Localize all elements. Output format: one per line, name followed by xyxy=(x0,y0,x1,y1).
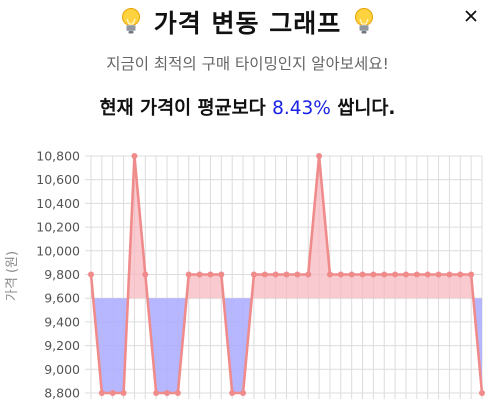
summary-suffix: 쌉니다. xyxy=(330,98,396,119)
data-point xyxy=(218,271,225,278)
data-point xyxy=(164,390,171,396)
data-point xyxy=(359,271,366,278)
below-average-fill xyxy=(167,298,178,393)
lightbulb-icon xyxy=(121,8,140,34)
data-point xyxy=(305,271,312,278)
close-icon xyxy=(465,10,477,22)
price-series xyxy=(88,153,485,396)
y-tick-label: 9,200 xyxy=(44,338,80,353)
y-tick-label: 9,000 xyxy=(44,362,80,377)
above-average-fill xyxy=(373,274,385,299)
above-average-fill xyxy=(427,274,439,299)
data-point xyxy=(272,271,279,278)
data-point xyxy=(370,271,377,278)
below-average-fill xyxy=(232,298,244,393)
y-tick-label: 10,000 xyxy=(36,243,80,258)
above-average-fill xyxy=(253,274,265,299)
above-average-fill xyxy=(275,274,287,299)
above-average-fill xyxy=(416,274,428,299)
data-point xyxy=(381,271,388,278)
data-point xyxy=(250,271,257,278)
above-average-fill xyxy=(199,274,211,299)
y-tick-label: 10,200 xyxy=(36,220,80,235)
data-point xyxy=(229,390,236,396)
data-point xyxy=(413,271,420,278)
data-point xyxy=(294,271,301,278)
data-point xyxy=(402,271,409,278)
y-tick-label: 10,800 xyxy=(36,149,80,164)
y-tick-label: 9,600 xyxy=(44,291,80,306)
y-tick-label: 9,800 xyxy=(44,267,80,282)
above-average-fill xyxy=(460,274,472,299)
data-point xyxy=(392,271,399,278)
below-average-fill xyxy=(101,298,113,393)
title-row: 가격 변동 그래프 xyxy=(120,4,375,40)
above-average-fill xyxy=(405,274,417,299)
summary-prefix: 현재 가격이 평균보다 xyxy=(99,98,273,119)
above-average-fill xyxy=(395,274,406,299)
data-point xyxy=(120,390,127,396)
data-point xyxy=(283,271,290,278)
above-average-fill xyxy=(286,274,298,299)
data-point xyxy=(316,153,323,159)
data-point xyxy=(174,390,181,396)
data-point xyxy=(98,390,105,396)
above-average-fill xyxy=(188,274,200,299)
data-point xyxy=(185,271,192,278)
above-average-fill xyxy=(438,274,450,299)
y-tick-label: 10,600 xyxy=(36,172,80,187)
data-point xyxy=(196,271,203,278)
above-average-fill xyxy=(210,274,222,299)
close-button[interactable] xyxy=(459,4,483,28)
above-average-fill xyxy=(340,274,352,299)
price-chart: 8,800 9,000 9,200 9,400 9,600 9,800 10,000 10,2… xyxy=(5,149,485,401)
data-point xyxy=(261,271,268,278)
data-point xyxy=(153,390,160,396)
below-average-fill xyxy=(112,298,124,393)
above-average-fill xyxy=(384,274,396,299)
data-point xyxy=(479,390,485,396)
price-summary: 현재 가격이 평균보다 8.43% 쌉니다. xyxy=(0,94,495,120)
data-point xyxy=(131,153,138,159)
data-point xyxy=(142,271,149,278)
below-average-fill xyxy=(156,298,168,393)
data-point xyxy=(435,271,442,278)
y-axis-label: 가격 (원) xyxy=(5,251,20,301)
summary-percent: 8.43% xyxy=(272,98,331,119)
above-average-fill xyxy=(351,274,363,299)
data-point xyxy=(468,271,475,278)
data-point xyxy=(337,271,344,278)
y-tick-label: 9,400 xyxy=(44,314,80,329)
data-point xyxy=(109,390,116,396)
data-point xyxy=(240,390,247,396)
data-point xyxy=(88,271,94,278)
above-average-fill xyxy=(264,274,276,299)
above-average-fill xyxy=(329,274,341,299)
above-average-fill xyxy=(449,274,461,299)
data-point xyxy=(424,271,431,278)
data-point xyxy=(326,271,333,278)
data-point xyxy=(457,271,464,278)
above-average-fill xyxy=(297,274,309,299)
y-tick-label: 8,800 xyxy=(44,386,80,401)
above-average-fill xyxy=(362,274,374,299)
subtitle: 지금이 최적의 구매 타이밍인지 알아보세요! xyxy=(106,55,389,73)
data-point xyxy=(348,271,355,278)
header: 가격 변동 그래프 xyxy=(0,4,495,40)
lightbulb-icon xyxy=(355,8,374,34)
data-point xyxy=(207,271,214,278)
y-axis: 8,800 9,000 9,200 9,400 9,600 9,800 10,000 10,2… xyxy=(36,149,80,401)
page-title: 가격 변동 그래프 xyxy=(153,9,342,38)
y-tick-label: 10,400 xyxy=(36,196,80,211)
data-point xyxy=(446,271,453,278)
